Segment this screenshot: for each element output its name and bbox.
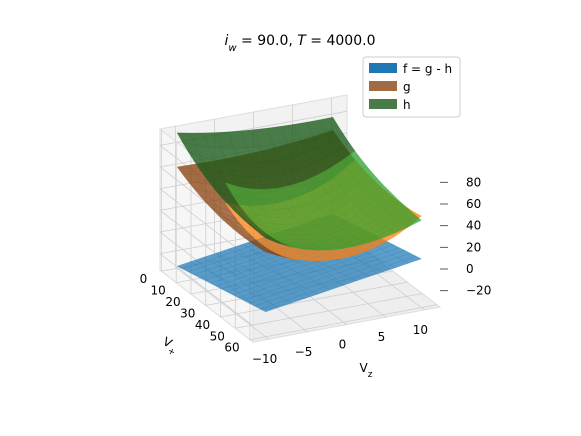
- surfaces: [176, 116, 423, 313]
- z-tick-label: 20: [466, 240, 481, 254]
- y-tick-label: 10: [413, 323, 428, 337]
- legend-swatch-f: [369, 63, 397, 73]
- grid-x: [220, 175, 408, 318]
- y-ticks: −10 −5 0 5 10: [252, 323, 428, 366]
- title-i: i: [225, 33, 229, 49]
- x-tick-label: 20: [165, 295, 180, 309]
- x-tick-label: 10: [151, 284, 166, 298]
- title-w: w: [228, 43, 237, 54]
- legend-swatch-h: [369, 99, 397, 109]
- title-eq: = 4000.0: [306, 33, 376, 49]
- x-tick-label: 40: [195, 318, 210, 332]
- y-tick-label: −10: [252, 352, 277, 366]
- z-tick-label: −20: [466, 284, 491, 298]
- x-axis-label: V+: [158, 334, 181, 358]
- y-tick-label: 0: [339, 338, 347, 352]
- legend-label-h: h: [403, 98, 411, 112]
- title-T: T: [297, 33, 307, 49]
- z-tick-label: 0: [466, 262, 474, 276]
- grid-x: [234, 187, 423, 329]
- x-tick-label: 60: [224, 341, 239, 355]
- x-tick-label: 50: [210, 329, 225, 343]
- y-axis-label: Vz: [360, 361, 373, 380]
- surface-facet: [402, 255, 423, 264]
- grid-y: [175, 126, 269, 340]
- z-tick-label: 60: [466, 197, 481, 211]
- surface-facet: [402, 215, 422, 228]
- z-tick-label: 80: [466, 175, 481, 189]
- legend: f = g - h g h: [362, 56, 461, 118]
- x-tick-label: 0: [140, 272, 148, 286]
- title-rest: = 90.0,: [237, 33, 298, 49]
- legend-swatch-g: [369, 81, 397, 91]
- y-tick-label: 5: [378, 330, 386, 344]
- surface-h: [176, 116, 422, 251]
- legend-label-f: f = g - h: [403, 62, 452, 76]
- x-tick-label: 30: [180, 306, 195, 320]
- legend-label-g: g: [403, 80, 411, 94]
- y-tick-label: −5: [295, 345, 313, 359]
- z-ticks: −20 0 20 40 60 80: [440, 175, 491, 298]
- chart-title: iw = 90.0, T = 4000.0: [225, 33, 376, 54]
- z-tick-label: 40: [466, 219, 481, 233]
